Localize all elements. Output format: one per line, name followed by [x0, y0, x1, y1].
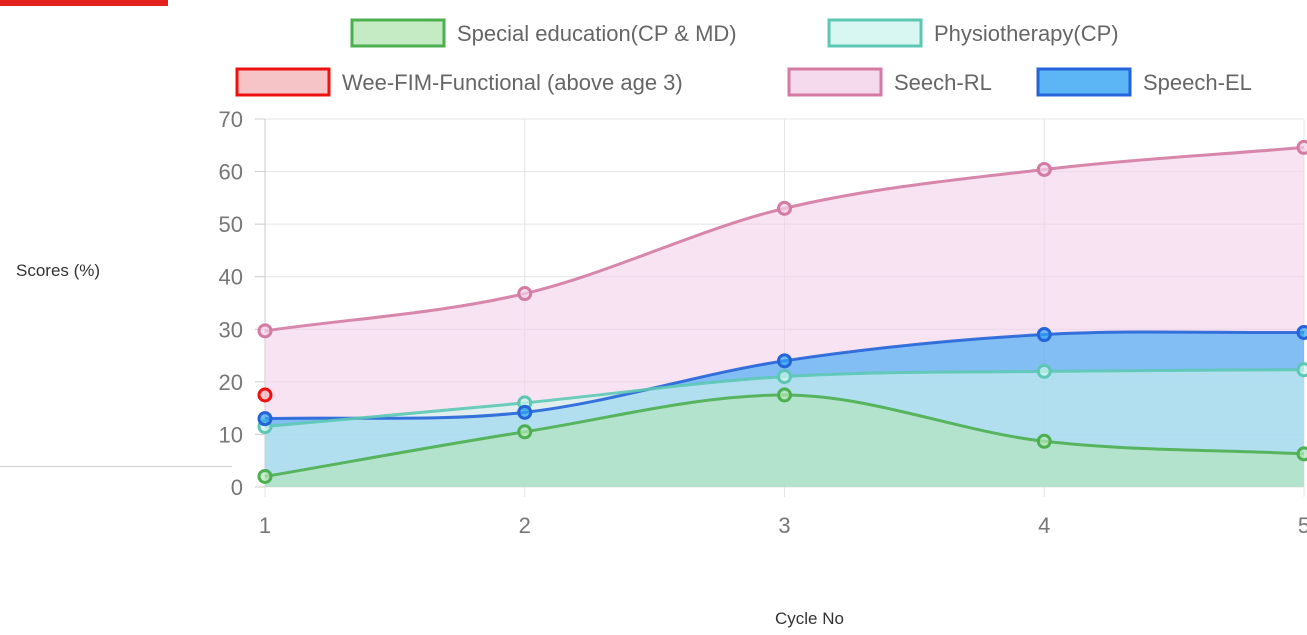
x-tick-label: 5: [1298, 513, 1307, 538]
data-point: [1036, 161, 1052, 177]
legend-swatch: [1036, 67, 1132, 97]
y-tick-label: 30: [219, 317, 243, 342]
x-axis-title: Cycle No: [775, 609, 844, 628]
data-point: [517, 404, 533, 420]
x-tick-label: 2: [519, 513, 531, 538]
x-tick-label: 4: [1038, 513, 1050, 538]
legend-swatch: [350, 18, 446, 48]
data-point: [1036, 433, 1052, 449]
legend-swatch: [787, 67, 883, 97]
red-header-bar: [0, 0, 168, 6]
legend-label: Physiotherapy(CP): [934, 21, 1119, 46]
legend-label: Seech-RL: [894, 70, 992, 95]
legend-label: Special education(CP & MD): [457, 21, 737, 46]
data-point: [1036, 363, 1052, 379]
data-point: [257, 323, 273, 339]
y-axis-title: Scores (%): [16, 261, 101, 280]
data-point: [517, 424, 533, 440]
data-point: [1296, 324, 1307, 340]
data-point: [257, 387, 273, 403]
y-tick-label: 40: [219, 265, 243, 290]
data-point: [1296, 446, 1307, 462]
data-point: [1296, 362, 1307, 378]
y-tick-label: 10: [219, 422, 243, 447]
data-point: [777, 369, 792, 385]
data-point: [777, 200, 792, 216]
data-point: [517, 286, 533, 302]
y-tick-label: 0: [231, 475, 243, 500]
y-tick-label: 50: [219, 212, 243, 237]
legend-label: Speech-EL: [1143, 70, 1252, 95]
data-point: [777, 387, 792, 403]
divider-line: [0, 466, 232, 467]
y-tick-label: 70: [219, 107, 243, 132]
data-point: [257, 411, 273, 427]
data-point: [777, 353, 792, 369]
legend-swatch: [235, 67, 331, 97]
x-tick-label: 3: [778, 513, 790, 538]
y-tick-label: 60: [219, 160, 243, 185]
legend-label: Wee-FIM-Functional (above age 3): [342, 70, 683, 95]
area-fill-0: [265, 395, 1304, 487]
y-tick-label: 20: [219, 370, 243, 395]
x-tick-label: 1: [259, 513, 271, 538]
data-point: [257, 468, 273, 484]
data-point: [1036, 327, 1052, 343]
data-point: [1296, 139, 1307, 155]
legend-swatch: [827, 18, 923, 48]
